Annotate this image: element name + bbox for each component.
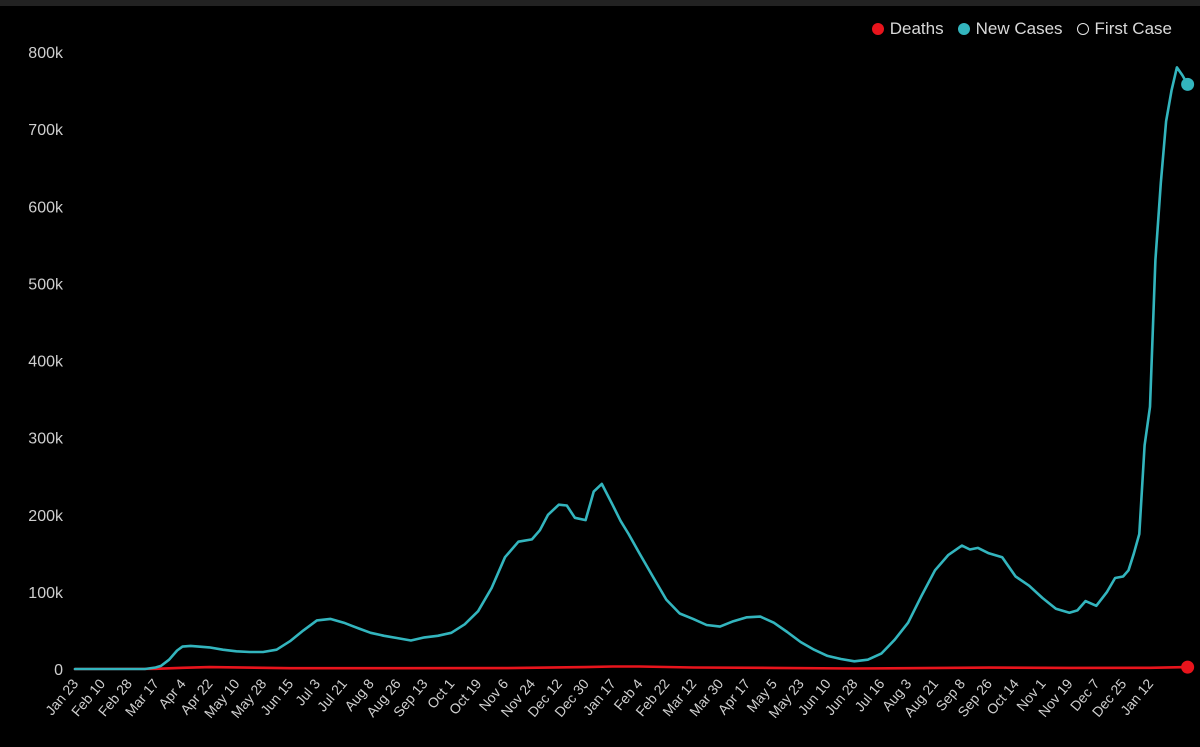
x-tick-label: Jul 16 (851, 675, 887, 714)
legend-item-first-case[interactable]: First Case (1076, 19, 1172, 39)
y-tick-label: 300k (28, 431, 64, 448)
plot-area (73, 66, 1195, 674)
top-divider (0, 0, 1200, 6)
legend-label-new-cases: New Cases (975, 19, 1063, 38)
legend-item-new-cases[interactable]: New Cases (957, 19, 1063, 39)
series-line-deaths[interactable] (73, 665, 1189, 671)
legend-swatch-deaths (871, 23, 884, 35)
y-tick-label: 400k (28, 354, 64, 371)
end-marker-deaths[interactable] (1181, 660, 1195, 674)
y-tick-label: 100k (28, 585, 64, 602)
legend-swatch-first-case (1076, 23, 1089, 35)
y-tick-label: 800k (28, 45, 64, 62)
legend-label-first-case: First Case (1094, 19, 1172, 38)
x-tick-label: Jul 21 (314, 675, 350, 714)
y-axis: 0 100k 200k 300k 400k 500k 600k 700k 800k (28, 45, 64, 679)
chart-legend: Deaths New Cases First Case (871, 19, 1172, 39)
legend-label-deaths: Deaths (889, 19, 944, 38)
legend-item-deaths[interactable]: Deaths (871, 19, 944, 39)
series-line-new-cases[interactable] (73, 66, 1189, 671)
y-tick-label: 500k (28, 276, 64, 293)
y-tick-label: 0 (54, 662, 63, 679)
y-tick-label: 600k (28, 199, 64, 216)
y-tick-label: 200k (28, 508, 64, 525)
legend-swatch-new-cases (957, 23, 970, 35)
end-marker-new-cases[interactable] (1181, 77, 1195, 91)
y-tick-label: 700k (28, 122, 64, 139)
